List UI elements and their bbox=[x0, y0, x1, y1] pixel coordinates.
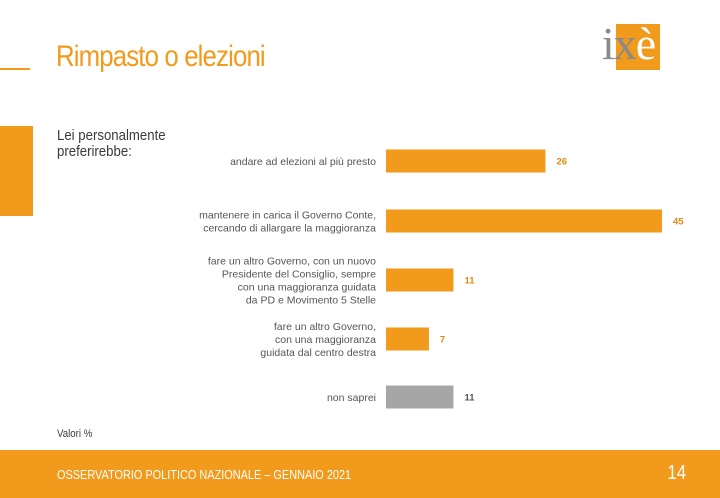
category-label-line: Presidente del Consiglio, sempre bbox=[222, 269, 376, 281]
value-label-3: 11 bbox=[464, 276, 475, 287]
category-label-line: mantenere in carica il Governo Conte, bbox=[199, 210, 376, 222]
page-title: Rimpasto o elezioni bbox=[56, 40, 266, 73]
footer-bar: OSSERVATORIO POLITICO NAZIONALE – GENNAI… bbox=[0, 450, 720, 498]
category-label-line: non saprei bbox=[327, 392, 376, 404]
category-label-line: cercando di allargare la maggioranza bbox=[203, 223, 376, 235]
page-number: 14 bbox=[667, 462, 686, 484]
category-label-line: guidata dal centro destra bbox=[260, 347, 376, 359]
category-label-2: mantenere in carica il Governo Conte, cer… bbox=[199, 210, 376, 235]
category-label-line: fare un altro Governo, bbox=[274, 321, 376, 333]
question-line-1: Lei personalmente bbox=[57, 127, 166, 144]
bar-1 bbox=[386, 149, 546, 173]
value-label-1: 26 bbox=[556, 157, 567, 168]
side-tab bbox=[0, 126, 33, 216]
ixe-logo: ixè bbox=[602, 18, 660, 70]
category-label-line: con una maggioranza guidata bbox=[238, 282, 377, 294]
bar-3 bbox=[386, 268, 454, 292]
bar-chart: 26 andare ad elezioni al più presto 45 mant… bbox=[199, 149, 684, 409]
title-rule bbox=[0, 68, 30, 70]
logo-block bbox=[616, 24, 660, 70]
category-label-3: fare un altro Governo, con un nuovo Presi… bbox=[208, 256, 376, 307]
category-label-4: fare un altro Governo, con una maggioranz… bbox=[260, 321, 376, 359]
question-text: Lei personalmente preferirebbe: bbox=[57, 128, 189, 160]
category-label-line: da PD e Movimento 5 Stelle bbox=[246, 295, 376, 307]
bar-5 bbox=[386, 385, 454, 409]
value-label-2: 45 bbox=[673, 217, 684, 228]
logo-text: ixè bbox=[602, 18, 656, 69]
category-label-line: con una maggioranza bbox=[275, 334, 376, 346]
value-label-5: 11 bbox=[464, 393, 475, 404]
bar-4 bbox=[386, 327, 429, 351]
bar-2 bbox=[386, 209, 662, 233]
category-label-5: non saprei bbox=[327, 392, 376, 404]
category-label-line: andare ad elezioni al più presto bbox=[230, 156, 376, 168]
footer-text: OSSERVATORIO POLITICO NAZIONALE – GENNAI… bbox=[57, 467, 352, 482]
category-label-line: fare un altro Governo, con un nuovo bbox=[208, 256, 376, 268]
unit-note: Valori % bbox=[57, 428, 93, 440]
category-label-1: andare ad elezioni al più presto bbox=[230, 156, 376, 168]
value-label-4: 7 bbox=[440, 335, 445, 346]
question-line-2: preferirebbe: bbox=[57, 143, 132, 160]
